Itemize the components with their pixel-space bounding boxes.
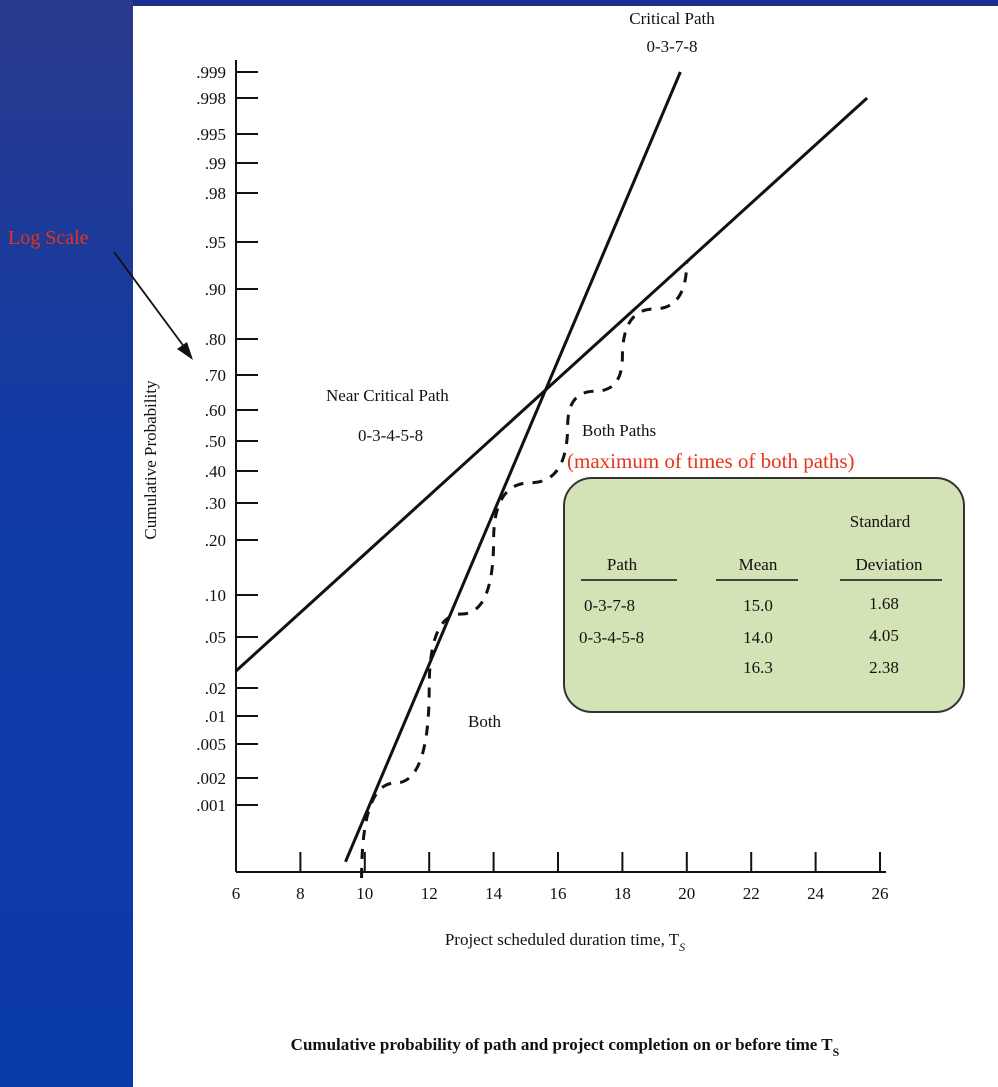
both-paths-label: Both Paths [582,421,656,440]
y-tick-label: .80 [205,330,226,349]
table-row-1-path: 0-3-7-8 [584,596,635,615]
y-tick-label: .995 [196,125,226,144]
x-tick-label: 18 [614,884,631,903]
y-tick-label: .005 [196,735,226,754]
table-row-2-mean: 14.0 [743,628,773,647]
table-row-1-mean: 15.0 [743,596,773,615]
near-critical-path-label: Near Critical Path [326,386,449,405]
y-tick-label: .998 [196,89,226,108]
table-row-3-sd: 2.38 [869,658,899,677]
y-tick-label: .01 [205,707,226,726]
x-tick-label: 12 [421,884,438,903]
y-tick-label: .002 [196,769,226,788]
x-axis-label-subscript: S [679,940,685,954]
x-axis-label-text: Project scheduled duration time, T [445,930,680,949]
y-tick-label: .99 [205,154,226,173]
series-group [236,72,867,878]
x-tick-label: 10 [356,884,373,903]
table-header-deviation: Deviation [855,555,923,574]
table-row-3-mean: 16.3 [743,658,773,677]
y-tick-label: .95 [205,233,226,252]
table-row-1-sd: 1.68 [869,594,899,613]
x-tick-label: 16 [550,884,567,903]
table-row-2-path: 0-3-4-5-8 [579,628,644,647]
table-header-standard: Standard [850,512,911,531]
y-tick-label: .98 [205,184,226,203]
critical-path-label-nodes: 0-3-7-8 [647,37,698,56]
x-axis-label: Project scheduled duration time, TS [445,930,685,954]
y-tick-label: .60 [205,401,226,420]
y-tick-label: .10 [205,586,226,605]
table-header-mean: Mean [739,555,778,574]
near-critical-path-label-nodes: 0-3-4-5-8 [358,426,423,445]
chart-title: Cumulative probability of path and proje… [291,1035,840,1059]
y-tick-label: .999 [196,63,226,82]
y-tick-label: .90 [205,280,226,299]
x-tick-label: 24 [807,884,825,903]
y-tick-label: .05 [205,628,226,647]
table-row-2-sd: 4.05 [869,626,899,645]
critical-path-label: Critical Path [629,9,715,28]
y-tick-label: .50 [205,432,226,451]
x-tick-label: 14 [485,884,503,903]
both-paths-sublabel: (maximum of times of both paths) [567,449,855,473]
y-tick-label: .30 [205,494,226,513]
log-scale-arrow-line [114,252,188,352]
both-region-label: Both [468,712,502,731]
table-header-path: Path [607,555,638,574]
x-tick-label: 8 [296,884,305,903]
x-tick-label: 6 [232,884,241,903]
y-tick-label: .001 [196,796,226,815]
x-tick-label: 20 [678,884,695,903]
y-tick-label: .40 [205,462,226,481]
y-ticks: .001 .002 .005 .01 .02 .05 .10 .20 .30 .40 .50 .60.… [196,63,258,815]
y-axis-label: Cumulative Probability [141,380,160,540]
x-tick-label: 22 [743,884,760,903]
log-scale-annotation: Log Scale [8,227,89,249]
chart-title-text: Cumulative probability of path and proje… [291,1035,834,1054]
y-tick-label: .02 [205,679,226,698]
y-tick-label: .20 [205,531,226,550]
chart-title-subscript: S [833,1045,840,1059]
y-tick-label: .70 [205,366,226,385]
log-scale-arrowhead [177,342,193,360]
x-tick-label: 26 [872,884,889,903]
x-ticks: 6 8 10 12 14 16 18 20 22 24 26 [232,852,889,903]
